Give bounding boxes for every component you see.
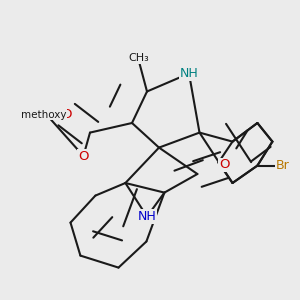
Text: O: O xyxy=(61,108,72,121)
Text: methoxy: methoxy xyxy=(21,110,66,120)
Text: NH: NH xyxy=(138,210,156,223)
Text: O: O xyxy=(219,158,230,172)
Text: CH₃: CH₃ xyxy=(128,53,149,64)
Text: NH: NH xyxy=(180,67,198,80)
Text: Br: Br xyxy=(276,159,289,172)
Text: O: O xyxy=(78,149,89,163)
